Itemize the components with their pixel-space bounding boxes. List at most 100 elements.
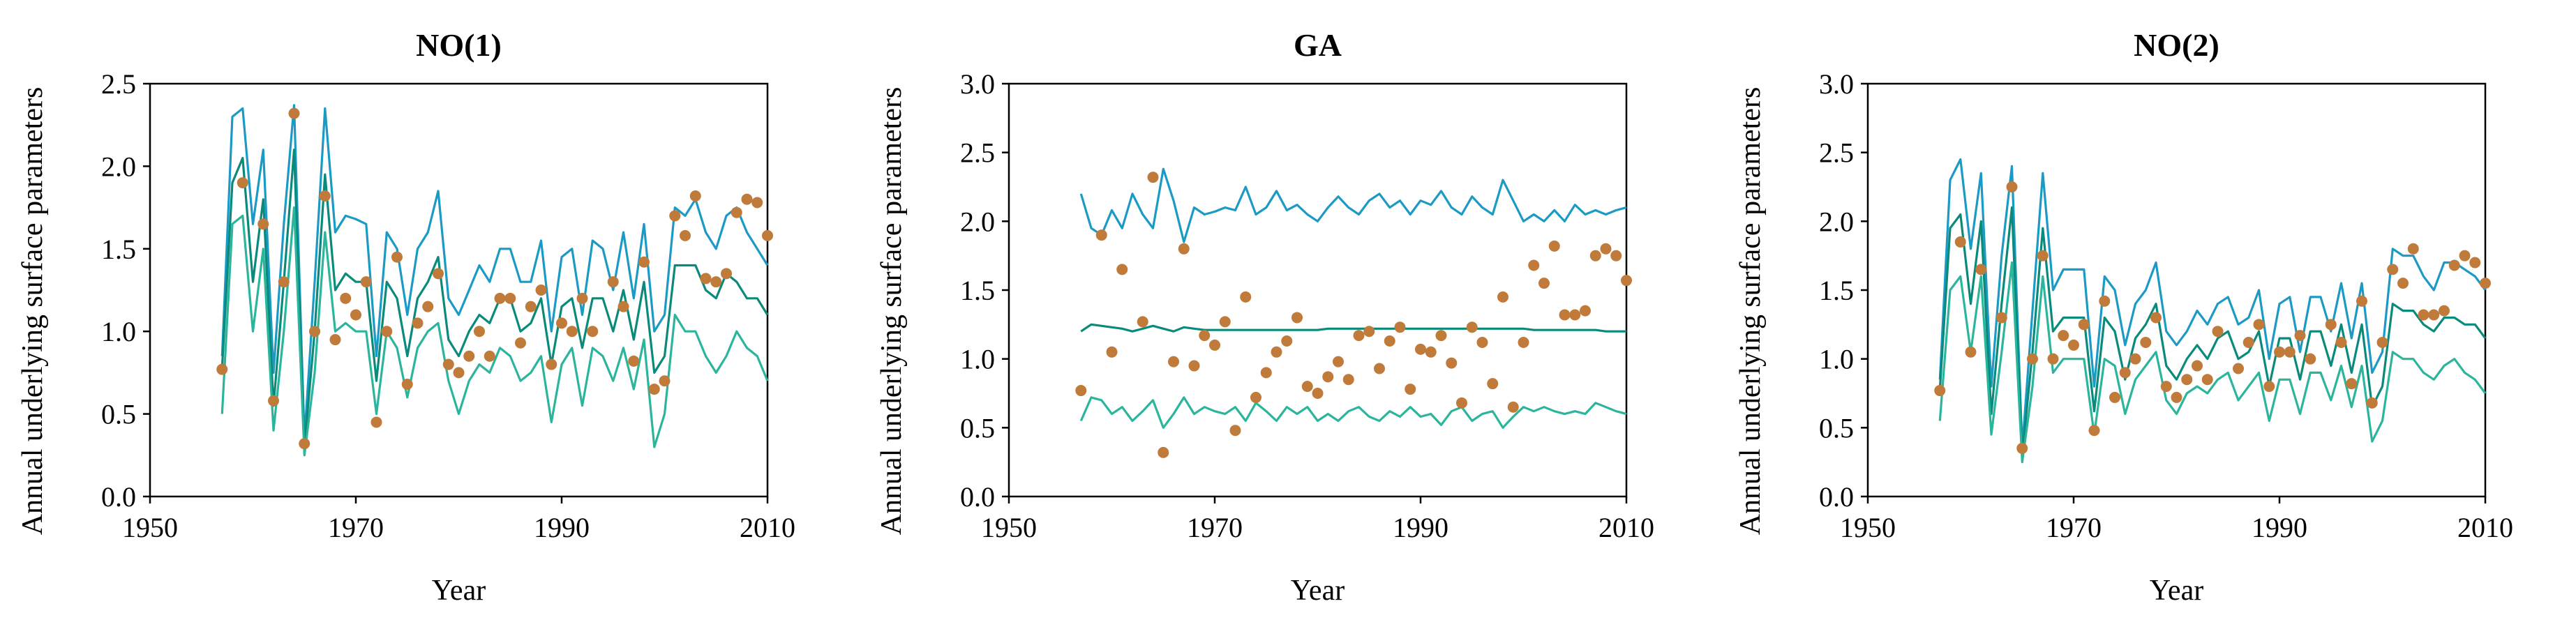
chart-svg: GA 0.0 0.5 1.0 1.5 2.0 2.5 3.0 1950 1970 1990 2010 Y…: [876, 27, 1654, 607]
data-point-observed: [628, 355, 640, 367]
data-point-observed: [2027, 353, 2038, 365]
data-point-observed: [2366, 397, 2378, 409]
data-point-observed: [288, 107, 300, 119]
data-point-observed: [1095, 229, 1107, 241]
data-point-observed: [2428, 309, 2440, 321]
series-points-observed: [216, 107, 773, 450]
data-point-observed: [1456, 397, 1467, 409]
data-point-observed: [515, 337, 526, 349]
data-point-observed: [1229, 425, 1241, 437]
y-tick-label: 1.5: [960, 275, 995, 306]
y-tick-label: 1.0: [960, 344, 995, 375]
data-point-observed: [669, 210, 681, 222]
data-point-observed: [299, 438, 310, 450]
data-point-observed: [1954, 236, 1966, 248]
plot-frame: [1866, 82, 2487, 498]
data-point-observed: [2058, 330, 2069, 342]
data-point-observed: [1374, 363, 1385, 374]
data-point-observed: [442, 358, 454, 370]
data-point-observed: [1580, 305, 1591, 317]
data-point-observed: [659, 375, 671, 387]
data-point-observed: [2376, 336, 2388, 348]
data-point-observed: [309, 326, 320, 338]
x-tick-label: 1970: [328, 512, 384, 543]
data-point-observed: [360, 276, 372, 288]
data-point-observed: [268, 395, 279, 407]
x-tick-label: 1970: [1187, 512, 1243, 543]
series-line-upper-bound: [1079, 167, 1627, 243]
data-point-observed: [680, 229, 691, 241]
x-tick-label: 1990: [534, 512, 590, 543]
y-tick-label: 0.0: [1819, 481, 1854, 513]
data-point-observed: [2335, 336, 2347, 348]
data-point-observed: [1209, 339, 1220, 351]
x-tick-label: 2010: [1598, 512, 1654, 543]
y-tick-label: 2.5: [1819, 137, 1854, 169]
x-tick-label: 2010: [740, 512, 795, 543]
data-point-observed: [1446, 357, 1458, 369]
data-point-observed: [370, 416, 382, 428]
y-tick-label: 1.0: [1819, 344, 1854, 375]
data-point-observed: [731, 206, 742, 218]
x-tick-label: 1950: [1840, 512, 1896, 543]
data-point-observed: [2212, 326, 2224, 338]
y-tick-label: 0.5: [1819, 412, 1854, 444]
data-point-observed: [576, 292, 588, 304]
y-tick-label: 1.5: [1819, 275, 1854, 306]
data-point-observed: [1528, 259, 1540, 271]
data-point-observed: [2037, 250, 2049, 262]
data-point-observed: [1240, 291, 1252, 303]
data-point-observed: [638, 256, 650, 268]
data-point-observed: [1333, 356, 1344, 367]
data-point-observed: [1487, 378, 1499, 390]
data-point-observed: [319, 190, 331, 202]
data-point-observed: [391, 251, 403, 263]
data-point-observed: [1158, 446, 1169, 458]
x-tick-label: 1990: [1393, 512, 1448, 543]
data-point-observed: [2448, 259, 2460, 271]
chart-svg: NO(1) 0.0 0.5 1.0 1.5 2.0 2.5 1950 1970 1990 2010 Y…: [17, 27, 795, 607]
data-point-observed: [1589, 250, 1601, 262]
data-point-observed: [2325, 319, 2337, 331]
data-point-observed: [1363, 326, 1375, 338]
data-point-observed: [1199, 330, 1211, 342]
data-point-observed: [2006, 181, 2018, 192]
data-point-observed: [1291, 312, 1303, 324]
y-tick-label: 2.5: [101, 68, 136, 100]
series-line-lower-bound: [220, 206, 769, 457]
series-points-observed: [1075, 172, 1632, 458]
data-point-observed: [700, 273, 712, 285]
data-point-observed: [1250, 391, 1261, 403]
chart-title: NO(1): [416, 27, 502, 63]
data-point-observed: [1435, 330, 1447, 342]
data-point-observed: [1106, 346, 1118, 358]
data-point-observed: [2274, 346, 2285, 358]
data-point-observed: [2407, 243, 2419, 255]
chart-svg: NO(2) 0.0 0.5 1.0 1.5 2.0 2.5 3.0 1950 1970 1990 20…: [1735, 27, 2513, 607]
data-point-observed: [1466, 321, 1478, 333]
data-point-observed: [1934, 385, 1946, 397]
y-tick-label: 2.0: [960, 206, 995, 237]
data-point-observed: [2150, 312, 2162, 324]
plot-frame: [149, 82, 769, 498]
data-point-observed: [1405, 384, 1416, 395]
y-tick-label: 0.0: [960, 481, 995, 513]
data-point-observed: [2171, 391, 2182, 403]
y-tick-label: 2.0: [101, 151, 136, 182]
data-point-observed: [1394, 321, 1406, 333]
series-line-upper-bound: [220, 104, 769, 440]
data-point-observed: [1995, 312, 2007, 324]
x-tick-label: 2010: [2457, 512, 2513, 543]
data-point-observed: [2088, 425, 2100, 437]
data-point-observed: [474, 326, 485, 338]
data-point-observed: [741, 193, 753, 205]
chart-panel-ga: GA 0.0 0.5 1.0 1.5 2.0 2.5 3.0 1950 1970 1990 2010 Y…: [859, 0, 1717, 629]
chart-title: NO(2): [2134, 27, 2219, 63]
x-tick-label: 1990: [2252, 512, 2307, 543]
data-point-observed: [422, 301, 434, 312]
data-point-observed: [1610, 250, 1622, 262]
series-points-observed: [1934, 181, 2491, 454]
data-point-observed: [721, 268, 732, 280]
data-point-observed: [1322, 371, 1334, 383]
data-point-observed: [2242, 336, 2254, 348]
